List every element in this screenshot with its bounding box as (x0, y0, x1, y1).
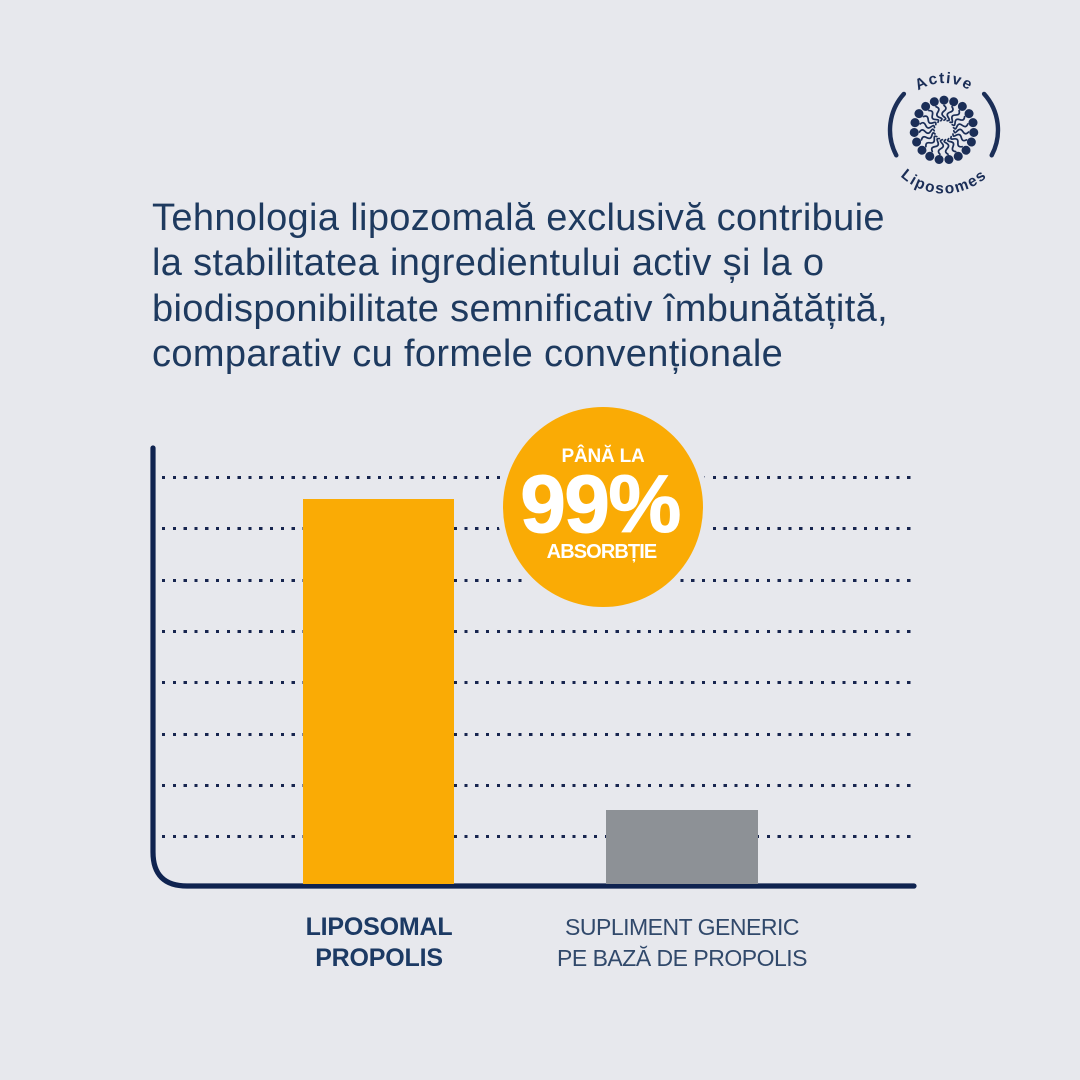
svg-text:Active: Active (912, 70, 976, 94)
svg-text:Liposomes: Liposomes (898, 166, 991, 198)
